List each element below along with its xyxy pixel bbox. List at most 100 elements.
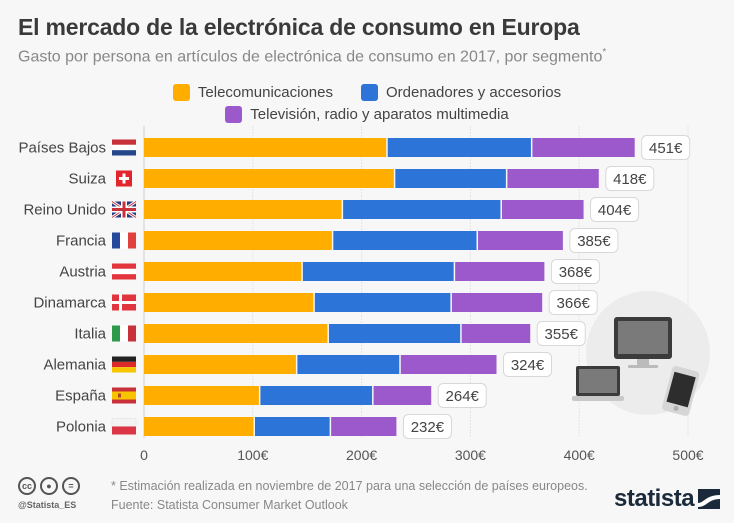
legend-swatch-computers	[360, 84, 378, 101]
flag-part	[112, 208, 136, 211]
subtitle-asterisk: *	[602, 47, 607, 58]
statista-logo-mark-icon	[698, 489, 721, 509]
total-label-box	[550, 259, 600, 284]
x-tick-label: 400€	[564, 447, 595, 463]
statista-logo[interactable]: statista	[614, 485, 721, 513]
flag-part	[112, 325, 120, 342]
legend-row-2: Televisión, radio y aparatos multimedia	[0, 106, 734, 123]
x-tick-label: 500€	[672, 447, 703, 463]
flag-part	[120, 232, 128, 249]
flag-part	[118, 393, 121, 398]
social-handle: @Statista_ES	[18, 500, 77, 510]
flag-fr-icon	[112, 232, 136, 249]
footnote: * Estimación realizada en noviembre de 2…	[111, 479, 588, 493]
category-label: Austria	[59, 264, 106, 281]
bar-segment	[532, 138, 635, 157]
laptop-icon	[572, 366, 624, 401]
flag-part	[128, 232, 136, 249]
bar-segment	[373, 386, 432, 405]
flag-nl-icon	[112, 139, 136, 156]
total-label-box	[402, 414, 452, 439]
category-label: España	[55, 388, 107, 405]
x-tick-label: 0	[140, 447, 148, 463]
legend-label-computers: Ordenadores y accesorios	[385, 84, 562, 101]
bars	[144, 138, 635, 436]
legend-label-telecom: Telecomunicaciones	[197, 84, 333, 101]
attribution-icon: ●	[40, 477, 58, 495]
total-label: 451€	[649, 140, 683, 157]
chart-title: El mercado de la electrónica de consumo …	[18, 14, 580, 40]
bar-segment	[328, 324, 461, 343]
bar-segment	[144, 417, 254, 436]
flag-part	[112, 268, 136, 275]
desktop-monitor-icon	[614, 317, 672, 368]
total-label: 324€	[511, 357, 545, 374]
category-label: Reino Unido	[23, 202, 106, 219]
total-label: 366€	[557, 295, 591, 312]
total-label-box	[605, 166, 655, 191]
category-labels: Países Bajos Suiza Reino Unido Francia Austr…	[18, 140, 106, 436]
legend-item-tv: Televisión, radio y aparatos multimedia	[225, 106, 509, 123]
flag-part	[112, 301, 136, 304]
total-label-box	[548, 290, 598, 315]
flags	[111, 139, 137, 435]
bar-segment	[144, 169, 394, 188]
flag-de-icon	[112, 356, 136, 373]
bar-segment	[478, 231, 563, 250]
bar-segment	[144, 324, 328, 343]
category-label: Suiza	[68, 171, 106, 188]
creative-commons-badges: cc ● =	[18, 477, 80, 495]
bar-segment	[144, 386, 259, 405]
flag-part	[112, 263, 136, 269]
flag-at-icon	[112, 263, 136, 280]
legend-swatch-telecom	[172, 84, 190, 101]
category-label: Países Bajos	[18, 140, 106, 157]
bar-segment	[314, 293, 451, 312]
total-label-box	[437, 383, 487, 408]
legend-row-1: Telecomunicaciones Ordenadores y accesor…	[0, 84, 734, 101]
total-label: 385€	[577, 233, 611, 250]
flag-part	[111, 418, 137, 427]
flag-es-icon	[112, 387, 136, 404]
bar-segment	[387, 138, 531, 157]
total-label-box	[590, 197, 640, 222]
flag-part	[112, 150, 136, 156]
bar-segment	[331, 417, 397, 436]
legend-swatch-tv	[225, 106, 243, 123]
total-label-box	[503, 352, 553, 377]
x-tick-label: 300€	[455, 447, 486, 463]
category-label: Polonia	[56, 419, 107, 436]
no-derivatives-icon: =	[62, 477, 80, 495]
flag-part	[112, 361, 136, 368]
flag-part	[112, 426, 136, 435]
bar-segment	[144, 200, 342, 219]
legend-item-telecom: Telecomunicaciones	[172, 84, 333, 101]
bar-segment	[144, 231, 332, 250]
bar-segment	[297, 355, 400, 374]
bar-segment	[302, 262, 454, 281]
bar-segment	[333, 231, 477, 250]
flag-it-icon	[112, 325, 136, 342]
category-label: Francia	[56, 233, 107, 250]
flag-part	[112, 139, 136, 145]
x-axis-ticks: 0 100€ 200€ 300€ 400€ 500€	[140, 447, 704, 463]
total-label-box	[569, 228, 619, 253]
bar-segment	[507, 169, 599, 188]
flag-part	[120, 325, 128, 342]
bar-segment	[455, 262, 545, 281]
devices-illustration	[572, 291, 710, 416]
flag-gb-icon	[111, 200, 137, 219]
flag-part	[112, 232, 120, 249]
flag-pl-icon	[111, 418, 137, 435]
source-text: Fuente: Statista Consumer Market Outlook	[111, 498, 348, 512]
flag-part	[112, 391, 136, 400]
total-label-box	[641, 135, 691, 160]
flag-part	[112, 274, 136, 280]
category-label: Alemania	[43, 357, 106, 374]
total-label: 264€	[446, 388, 480, 405]
logo-text: statista	[614, 485, 695, 512]
flag-part	[112, 144, 136, 151]
flag-dk-icon	[112, 294, 136, 311]
total-label: 355€	[545, 326, 579, 343]
